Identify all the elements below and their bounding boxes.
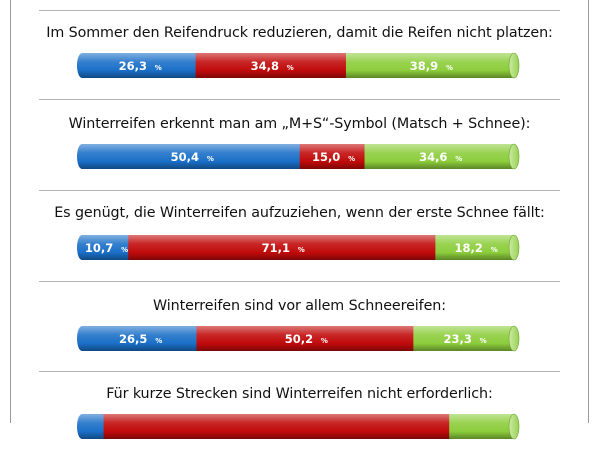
divider [39, 281, 560, 282]
percent-sign: % [446, 64, 453, 72]
data-label: 50,2 [285, 332, 313, 346]
question-text: Winterreifen erkennt man am „M+S“-Symbol… [68, 116, 531, 132]
question-text: Für kurze Strecken sind Winterreifen nic… [106, 386, 493, 402]
percent-sign: % [480, 337, 487, 345]
bar-segment-blue [82, 144, 301, 169]
data-label: 26,5 [119, 332, 147, 346]
percent-sign: % [155, 337, 162, 345]
stacked-bar: 26,5% 50,2% 23,3% [77, 325, 520, 352]
bar-cap-right [508, 325, 520, 352]
stacked-bar: 26,3% 34,8% 38,9% [77, 52, 520, 79]
bar-segment-green [435, 235, 515, 260]
bar-segment-red [299, 144, 366, 169]
percent-sign: % [287, 64, 294, 72]
divider [39, 371, 560, 372]
question-text: Es genügt, die Winterreifen aufzuziehen,… [54, 205, 545, 221]
percent-sign: % [348, 155, 355, 163]
question-text: Winterreifen sind vor allem Schneereifen… [153, 298, 446, 314]
stacked-bar [77, 413, 520, 440]
percent-sign: % [321, 337, 328, 345]
data-label: 34,6 [419, 150, 447, 164]
percent-sign: % [455, 155, 462, 163]
divider [39, 10, 560, 11]
data-label: 34,8 [251, 59, 279, 73]
question-text: Im Sommer den Reifendruck reduzieren, da… [46, 25, 553, 41]
bar-segment-blue [82, 235, 129, 260]
bar-segment-blue [82, 326, 198, 351]
bar-segment-red [196, 326, 414, 351]
data-label: 38,9 [410, 59, 438, 73]
bar-segment-blue [82, 53, 197, 78]
data-label: 26,3 [119, 59, 147, 73]
percent-sign: % [121, 246, 128, 254]
data-label: 23,3 [443, 332, 471, 346]
bar-cap-right [508, 234, 520, 261]
chart-panel: Im Sommer den Reifendruck reduzieren, da… [10, 0, 589, 440]
bar-cap-right [508, 143, 520, 170]
bar-segment-green [449, 414, 515, 439]
percent-sign: % [155, 64, 162, 72]
data-label: 15,0 [312, 150, 340, 164]
bar-segment-red [128, 235, 436, 260]
bar-segment-green [413, 326, 515, 351]
stacked-bar: 10,7% 71,1% 18,2% [77, 234, 520, 261]
percent-sign: % [491, 246, 498, 254]
percent-sign: % [298, 246, 305, 254]
percent-sign: % [207, 155, 214, 163]
bar-cap-right [508, 52, 520, 79]
data-label: 10,7 [85, 241, 113, 255]
bar-segment-green [345, 53, 515, 78]
data-label: 71,1 [262, 241, 290, 255]
bar-segment-blue [82, 414, 105, 439]
divider [39, 190, 560, 191]
data-label: 50,4 [171, 150, 199, 164]
stacked-bar: 50,4% 15,0% 34,6% [77, 143, 520, 170]
bar-segment-red [195, 53, 347, 78]
divider [39, 99, 560, 100]
bar-cap-right [508, 413, 520, 440]
data-label: 18,2 [455, 241, 483, 255]
bar-segment-green [364, 144, 515, 169]
bar-segment-red [103, 414, 450, 439]
